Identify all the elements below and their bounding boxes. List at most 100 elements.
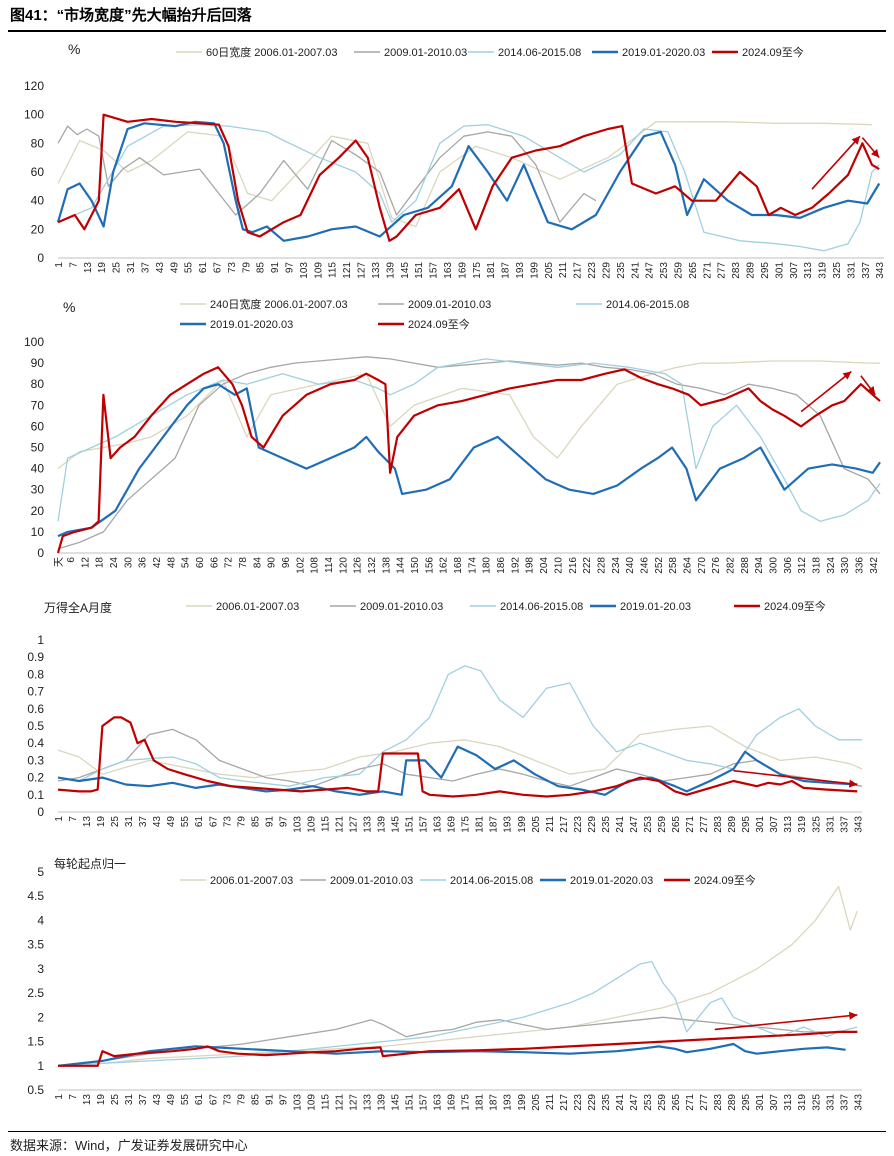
y-tick-label: 70 xyxy=(31,398,45,412)
x-tick-label: 258 xyxy=(668,557,679,574)
x-tick-label: 228 xyxy=(596,557,607,574)
svg-text:2024.09至今: 2024.09至今 xyxy=(742,45,804,59)
source-note: 数据来源：Wind，广发证券发展研究中心 xyxy=(10,1138,248,1153)
x-tick-label: 264 xyxy=(682,557,693,574)
y-tick-label: 0.1 xyxy=(27,788,44,802)
x-tick-label: 319 xyxy=(797,816,808,833)
y-tick-label: 4.5 xyxy=(27,889,44,903)
x-tick-label: 343 xyxy=(853,816,864,833)
x-tick-label: 163 xyxy=(433,1094,444,1111)
x-tick-label: 48 xyxy=(166,557,177,569)
x-tick-label: 211 xyxy=(545,816,556,832)
x-tick-label: 79 xyxy=(241,262,252,274)
y-tick-label: 1.5 xyxy=(27,1035,44,1049)
svg-text:2006.01-2007.03: 2006.01-2007.03 xyxy=(210,875,293,887)
svg-text:2014.06-2015.08: 2014.06-2015.08 xyxy=(606,299,689,311)
x-tick-label: 97 xyxy=(278,816,289,828)
svg-text:2009.01-2010.03: 2009.01-2010.03 xyxy=(360,601,443,613)
x-tick-label: 97 xyxy=(278,1094,289,1106)
x-tick-label: 312 xyxy=(797,557,808,574)
x-tick-label: 67 xyxy=(208,1094,219,1106)
svg-text:2009.01-2010.03: 2009.01-2010.03 xyxy=(384,47,467,59)
y-tick-label: 2 xyxy=(37,1010,44,1024)
y-tick-label: 40 xyxy=(31,462,45,476)
x-tick-label: 331 xyxy=(846,262,857,279)
chart-60-day-breadth: % 0 20 40 60 80 100 120 1 7 13 19 25 31 37 43 49 55 61 67 73… xyxy=(24,41,886,279)
x-tick-label: 37 xyxy=(138,1094,149,1106)
x-tick-label: 97 xyxy=(285,262,296,274)
x-tick-label: 337 xyxy=(839,1094,850,1111)
legend-entry-s2024: 2024.09至今 xyxy=(712,45,804,59)
x-tick-label: 289 xyxy=(727,1094,738,1111)
x-tick-label: 49 xyxy=(166,816,177,828)
x-tick-label: 283 xyxy=(713,816,724,833)
x-tick-label: 325 xyxy=(811,1094,822,1111)
legend-entry-s2006: 240日宽度 2006.01-2007.03 xyxy=(180,297,348,311)
y-tick-label: 20 xyxy=(31,222,45,236)
axis-unit-label: % xyxy=(63,299,75,315)
x-tick-label: 187 xyxy=(489,1094,500,1111)
x-tick-label: 265 xyxy=(671,816,682,833)
x-tick-label: 120 xyxy=(338,557,349,574)
legend-entry-s2006: 2006.01-2007.03 xyxy=(186,601,299,613)
y-tick-label: 0.2 xyxy=(27,771,44,785)
y-tick-label: 30 xyxy=(31,483,45,497)
series-line-s2014 xyxy=(57,124,880,252)
x-tick-label: 222 xyxy=(582,557,593,574)
x-tick-label: 79 xyxy=(236,816,247,828)
y-tick-label: 0.5 xyxy=(27,1083,44,1097)
x-tick-label: 121 xyxy=(334,1094,345,1111)
x-tick-label: 235 xyxy=(601,816,612,833)
series-line-s2014 xyxy=(57,358,881,522)
x-tick-label: 331 xyxy=(825,816,836,833)
x-tick-label: 天 xyxy=(54,557,65,567)
x-tick-label: 24 xyxy=(109,557,120,569)
x-tick-label: 295 xyxy=(741,816,752,833)
x-tick-label: 157 xyxy=(419,816,430,833)
series-line-s2009 xyxy=(57,1016,858,1067)
y-tick-label: 0 xyxy=(37,805,44,819)
x-tick-label: 192 xyxy=(510,557,521,574)
y-tick-label: 0.8 xyxy=(27,667,44,681)
x-tick-label: 109 xyxy=(313,262,324,279)
x-tick-label: 85 xyxy=(250,1094,261,1106)
x-tick-label: 277 xyxy=(699,1094,710,1111)
x-tick-label: 55 xyxy=(180,1094,191,1106)
x-tick-label: 19 xyxy=(97,262,108,274)
x-tick-label: 127 xyxy=(348,1094,359,1111)
x-tick-label: 174 xyxy=(467,557,478,574)
x-tick-label: 289 xyxy=(727,816,738,833)
x-tick-label: 79 xyxy=(236,1094,247,1106)
x-tick-label: 163 xyxy=(443,262,454,279)
x-tick-label: 193 xyxy=(515,262,526,279)
x-tick-label: 235 xyxy=(601,1094,612,1111)
legend-entry-s2014: 2014.06-2015.08 xyxy=(576,299,689,311)
x-tick-label: 301 xyxy=(755,816,766,833)
x-tick-label: 72 xyxy=(224,557,235,569)
svg-text:2006.01-2007.03: 2006.01-2007.03 xyxy=(216,601,299,613)
legend-entry-s2019: 2019.01-2020.03 xyxy=(540,875,653,887)
y-tick-label: 3.5 xyxy=(27,938,44,952)
x-tick-label: 205 xyxy=(531,1094,542,1111)
y-tick-label: 1 xyxy=(37,633,44,647)
series-line-s2019 xyxy=(57,383,881,538)
series-line-s2006 xyxy=(57,725,863,779)
x-tick-label: 19 xyxy=(96,816,107,828)
x-tick-label: 73 xyxy=(222,816,233,828)
y-tick-label: 120 xyxy=(24,79,44,93)
x-tick-label: 265 xyxy=(671,1094,682,1111)
x-tick-label: 6 xyxy=(66,557,77,563)
x-tick-label: 330 xyxy=(840,557,851,574)
x-tick-label: 235 xyxy=(616,262,627,279)
svg-text:2009.01-2010.03: 2009.01-2010.03 xyxy=(330,875,413,887)
x-tick-label: 25 xyxy=(110,1094,121,1106)
x-tick-label: 151 xyxy=(414,262,425,279)
x-tick-label: 318 xyxy=(811,557,822,574)
x-tick-label: 1 xyxy=(54,262,65,268)
series-line-s2024 xyxy=(57,113,880,242)
x-tick-label: 103 xyxy=(299,262,310,279)
x-tick-label: 180 xyxy=(482,557,493,574)
x-tick-label: 139 xyxy=(377,816,388,833)
